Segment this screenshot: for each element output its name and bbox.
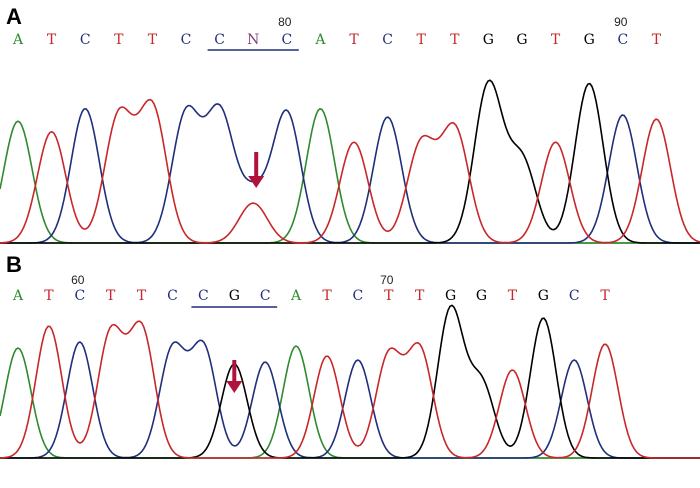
trace-c [0,103,700,244]
base-call-t: T [44,288,54,304]
base-call-g: G [483,32,494,48]
trace-t [0,98,700,244]
mutation-arrow-head [248,176,265,188]
base-call-t: T [508,288,518,304]
base-call-a: A [290,288,302,304]
base-call-c: C [214,32,225,48]
base-call-t: T [148,32,158,48]
position-label: 60 [71,273,85,287]
base-call-c: C [569,288,580,304]
trace-t [0,320,700,459]
base-call-c: C [260,288,271,304]
base-call-t: T [106,288,116,304]
base-call-t: T [114,32,124,48]
base-call-c: C [281,32,292,48]
position-label: 70 [380,273,394,287]
base-call-g: G [584,32,595,48]
base-call-t: T [652,32,662,48]
base-call-t: T [349,32,359,48]
base-call-t: T [600,288,610,304]
panel-b: B A T C T T C C G C A T C T T G G T G C T 60 70 [0,252,700,459]
base-call-c: C [181,32,192,48]
trace-c [0,339,700,459]
base-call-t: T [137,288,147,304]
base-call-n: N [247,32,259,48]
panel-a: A A T C T T C C N C A T C T T G G T G C T 80 90 [0,4,700,244]
base-call-g: G [229,288,240,304]
base-call-g: G [445,288,456,304]
base-call-g: G [476,288,487,304]
base-call-a: A [12,288,24,304]
base-call-t: T [322,288,332,304]
panel-label: B [6,252,22,277]
base-call-c: C [80,32,91,48]
base-call-t: T [384,288,394,304]
base-call-c: C [353,288,364,304]
base-call-c: C [74,288,85,304]
trace-g [0,304,700,459]
position-label: 80 [278,15,292,29]
base-call-c: C [167,288,178,304]
mutation-arrow-head [226,381,243,393]
base-call-g: G [538,288,549,304]
base-call-t: T [551,32,561,48]
trace-g [0,79,700,244]
base-call-a: A [314,32,326,48]
base-call-t: T [417,32,427,48]
base-call-t: T [450,32,460,48]
base-call-a: A [12,32,24,48]
position-label: 90 [614,15,628,29]
base-call-t: T [415,288,425,304]
base-call-g: G [516,32,527,48]
panel-label: A [6,4,22,29]
base-call-c: C [617,32,628,48]
base-call-t: T [47,32,57,48]
base-call-c: C [382,32,393,48]
base-call-c: C [198,288,209,304]
